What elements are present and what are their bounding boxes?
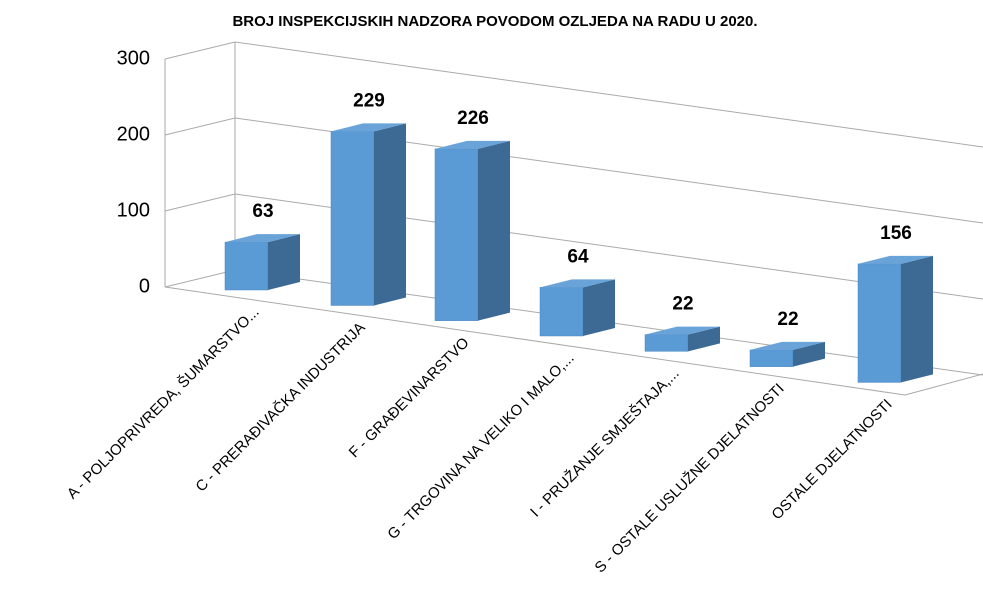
bar-front: [330, 131, 375, 306]
bar: [857, 255, 933, 383]
x-tick-label: A - POLJOPRIVREDA, ŠUMARSTVO...: [64, 304, 263, 503]
bar-side: [901, 255, 933, 383]
bar-front: [434, 148, 479, 321]
bar-front: [857, 263, 902, 383]
bar: [539, 279, 615, 337]
y-tick-label: 100: [117, 199, 150, 221]
value-label: 63: [252, 201, 273, 222]
grid-line: [164, 41, 983, 148]
bar-top: [750, 341, 825, 350]
y-tick-label: 200: [117, 123, 150, 145]
grid-line: [164, 193, 983, 300]
bar-top: [540, 279, 615, 288]
bar-front: [644, 334, 689, 352]
bar-side: [688, 326, 720, 352]
bar-front: [224, 241, 269, 291]
bar: [330, 123, 406, 306]
chart-title: BROJ INSPEKCIJSKIH NADZORA POVODOM OZLJE…: [232, 13, 757, 30]
bar-side: [268, 234, 300, 290]
bar-top: [645, 326, 720, 335]
value-label: 22: [672, 294, 693, 315]
x-tick-label: F - GRAĐEVINARSTVO: [346, 334, 473, 461]
bar: [224, 234, 300, 291]
value-label: 156: [880, 223, 912, 244]
bar-side: [374, 123, 406, 306]
y-tick-label: 0: [139, 275, 150, 297]
bar-front: [749, 349, 794, 367]
bar-top: [858, 255, 933, 264]
x-tick-label: G - TRGOVINA NA VELIKO I MALO,...: [384, 350, 577, 543]
bar: [434, 140, 510, 321]
bar-top: [331, 123, 406, 132]
bar: [644, 326, 720, 352]
bar-front: [539, 287, 584, 337]
value-label: 22: [777, 309, 798, 330]
y-tick-label: 300: [117, 47, 150, 69]
floor-edge: [904, 373, 983, 396]
bar-top: [435, 140, 510, 149]
grid-line: [164, 117, 983, 224]
bar: [749, 341, 825, 367]
bar-top: [225, 234, 300, 243]
bar-side: [583, 279, 615, 336]
floor-edge: [164, 286, 906, 396]
bar-side: [478, 140, 510, 321]
bar-side: [793, 341, 825, 367]
value-label: 229: [353, 90, 385, 111]
x-tick-label: S - OSTALE USLUŽNE DJELATNOSTI: [592, 380, 788, 576]
value-label: 64: [567, 246, 589, 267]
x-tick-label: OSTALE DJELATNOSTI: [768, 396, 895, 523]
value-label: 226: [457, 108, 489, 129]
